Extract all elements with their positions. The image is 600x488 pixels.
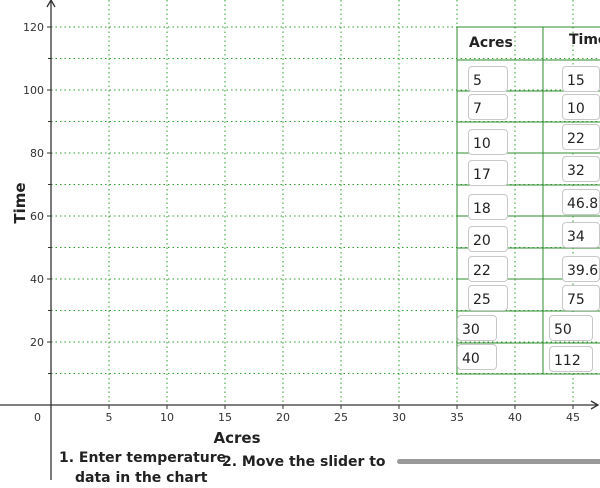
x-tick-label: 15 bbox=[218, 411, 232, 424]
acres-input[interactable]: 5 bbox=[468, 66, 508, 92]
slider-track[interactable] bbox=[397, 459, 600, 464]
y-tick-label: 20 bbox=[30, 336, 44, 349]
x-tick-label: 5 bbox=[106, 411, 113, 424]
y-tick-label: 100 bbox=[23, 84, 44, 97]
time-input[interactable]: 32 bbox=[562, 156, 600, 182]
time-input[interactable]: 34 bbox=[562, 222, 600, 248]
time-input[interactable]: 39.6 bbox=[562, 256, 600, 282]
grid-lines bbox=[51, 0, 600, 405]
instruction-step-1: 1. Enter temperature bbox=[59, 450, 227, 466]
acres-input[interactable]: 22 bbox=[468, 256, 508, 282]
table-header-time: Time bbox=[569, 32, 600, 48]
acres-input[interactable]: 18 bbox=[468, 194, 508, 220]
time-input[interactable]: 22 bbox=[562, 124, 600, 150]
x-tick-label: 45 bbox=[566, 411, 580, 424]
x-tick-label: 25 bbox=[334, 411, 348, 424]
x-tick-label: 40 bbox=[508, 411, 522, 424]
time-input[interactable]: 75 bbox=[562, 285, 600, 311]
acres-input[interactable]: 30 bbox=[457, 315, 497, 341]
y-tick-label: 60 bbox=[30, 210, 44, 223]
table-header-acres: Acres bbox=[469, 35, 513, 51]
acres-input[interactable]: 7 bbox=[468, 94, 508, 120]
y-tick-label: 40 bbox=[30, 273, 44, 286]
acres-input[interactable]: 10 bbox=[468, 129, 508, 155]
x-axis-arrow-icon bbox=[590, 400, 600, 410]
instruction-step-1-continued: data in the chart bbox=[75, 470, 208, 486]
x-tick-label: 10 bbox=[160, 411, 174, 424]
acres-input[interactable]: 40 bbox=[457, 344, 497, 370]
x-axis-title: Acres bbox=[214, 429, 261, 447]
x-tick-label: 20 bbox=[276, 411, 290, 424]
time-input[interactable]: 46.8 bbox=[562, 189, 600, 215]
acres-input[interactable]: 20 bbox=[468, 226, 508, 252]
time-input[interactable]: 15 bbox=[562, 66, 600, 92]
y-axis-arrow-icon bbox=[46, 0, 56, 8]
time-input[interactable]: 10 bbox=[562, 94, 600, 120]
y-tick-label: 80 bbox=[30, 147, 44, 160]
time-input[interactable]: 50 bbox=[549, 315, 593, 341]
instruction-step-2: 2. Move the slider to bbox=[222, 454, 386, 470]
x-tick-label: 35 bbox=[450, 411, 464, 424]
origin-label: 0 bbox=[34, 411, 41, 424]
x-tick-label: 30 bbox=[392, 411, 406, 424]
tick-marks bbox=[47, 26, 574, 409]
acres-input[interactable]: 25 bbox=[468, 285, 508, 311]
acres-input[interactable]: 17 bbox=[468, 160, 508, 186]
y-tick-label: 120 bbox=[23, 21, 44, 34]
y-axis-title: Time bbox=[11, 182, 29, 223]
time-input[interactable]: 112 bbox=[549, 346, 593, 372]
